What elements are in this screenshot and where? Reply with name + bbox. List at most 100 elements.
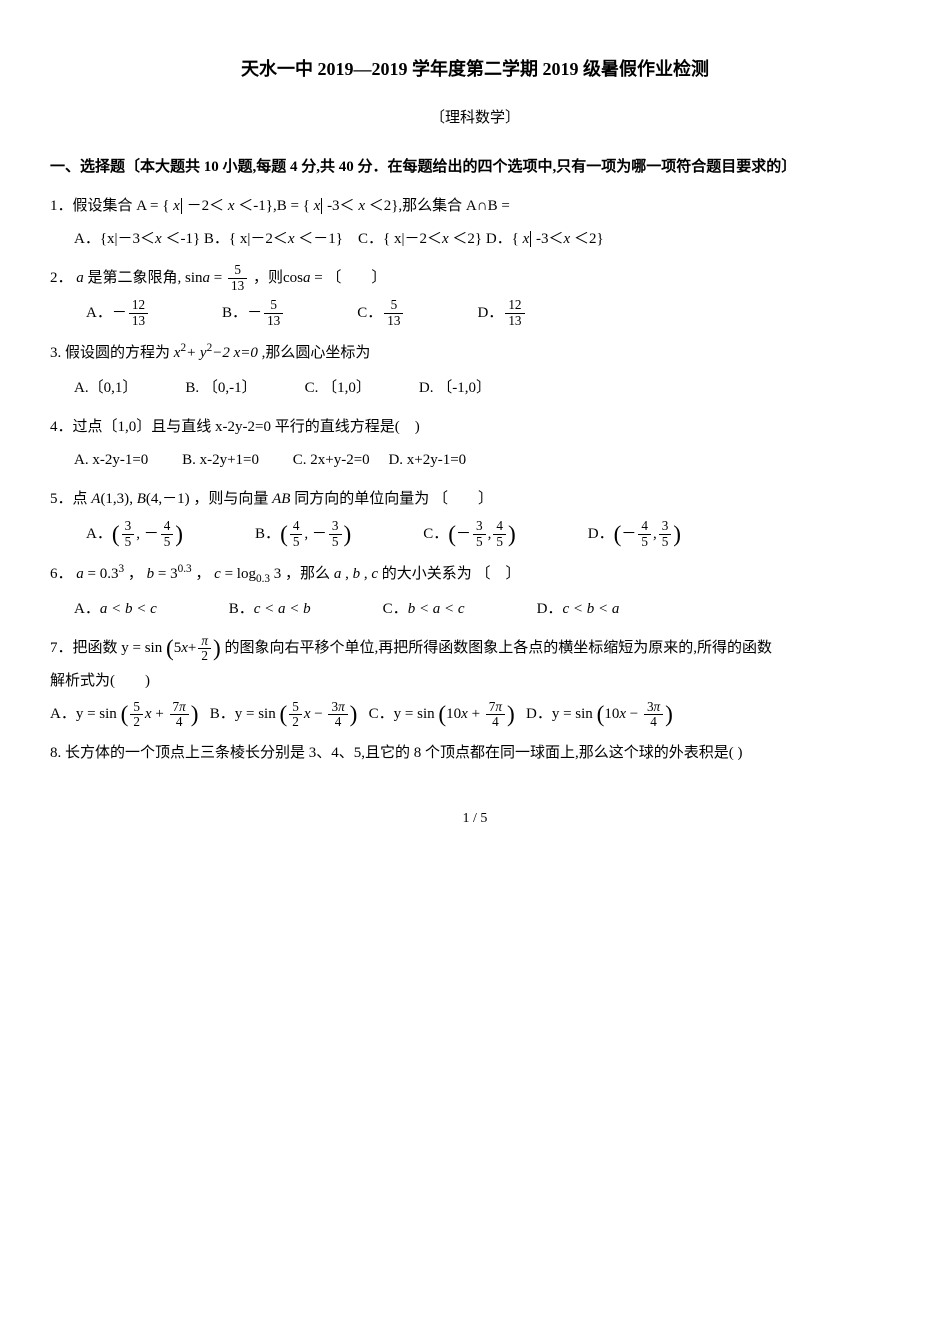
opt-a: A．{x|－3＜ (74, 231, 155, 247)
var-a: a (203, 270, 211, 286)
var-a: a (76, 270, 84, 286)
var-x: x (461, 706, 468, 722)
fraction: 513 (384, 298, 403, 328)
den: 4 (328, 715, 347, 730)
var-x: x (358, 198, 365, 214)
section-header: 一、选择题〔本大题共 10 小题,每题 4 分,共 40 分．在每题给出的四个选… (50, 151, 900, 184)
opt-b: B．y = sin (210, 706, 276, 722)
q6-tail: 的大小关系为 〔 〕 (382, 566, 521, 582)
opt-a: A．－1213 (86, 297, 150, 330)
var-b: b (147, 566, 155, 582)
fraction: 35 (329, 519, 342, 549)
var-a: a (76, 566, 84, 582)
rparen-icon: ) (508, 521, 516, 547)
num: 12 (129, 298, 148, 314)
den: 4 (644, 715, 663, 730)
lparen-icon: ( (121, 702, 129, 728)
q5-num: 5．点 (50, 491, 88, 507)
label: B． (255, 526, 280, 542)
setbar (181, 198, 182, 215)
rparen-icon: ) (350, 702, 358, 728)
q1-text: -3＜ (327, 198, 355, 214)
q2-num: 2． (50, 270, 73, 286)
den: 5 (122, 535, 135, 550)
label: C． (423, 526, 448, 542)
sin: sin (185, 270, 203, 286)
rparen-icon: ) (507, 702, 515, 728)
lparen-icon: ( (279, 702, 287, 728)
paren: 〔 〕 (433, 491, 493, 507)
num: 3π (644, 700, 663, 716)
opt-d: ＜2} (574, 231, 604, 247)
lparen-icon: ( (448, 521, 456, 547)
fraction: 1213 (129, 298, 148, 328)
fraction: 45 (290, 519, 303, 549)
label: C． (383, 601, 408, 617)
comma: , (129, 491, 137, 507)
question-7: 7．把函数 y = sin (5x+π2) 的图象向右平移个单位,再把所得函数图… (50, 632, 900, 665)
rel: c < b < a (562, 601, 619, 617)
den: 5 (473, 535, 486, 550)
opt-b: B．(45, －35) (255, 518, 351, 551)
label: B． (229, 601, 254, 617)
label: D． (588, 526, 614, 542)
den: 5 (659, 535, 672, 550)
den: 5 (329, 535, 342, 550)
plus: + y (186, 345, 207, 361)
eq: = 0.3 (84, 566, 119, 582)
opt-c: C. 2x+y-2=0 (293, 452, 370, 468)
rel: c < a < b (254, 601, 311, 617)
fraction: 45 (493, 519, 506, 549)
opt-d: D. x+2y-1=0 (388, 452, 466, 468)
var-x: x (145, 706, 152, 722)
den: 5 (290, 535, 303, 550)
num: 4 (161, 519, 174, 535)
num: 3 (329, 519, 342, 535)
fraction: 1213 (505, 298, 524, 328)
then: ，则cos (253, 270, 303, 286)
fraction: 513 (228, 263, 247, 293)
rel: b < a < c (408, 601, 465, 617)
fraction: 35 (659, 519, 672, 549)
q5-options: A．(35, －45) B．(45, －35) C．(－35,45) D．(－4… (86, 518, 900, 551)
opt-b: B. 〔0,-1〕 (185, 372, 256, 405)
q2-options: A．－1213 B．－513 C．513 D．1213 (86, 297, 900, 330)
den: 2 (130, 715, 143, 730)
label: A． (74, 601, 100, 617)
rparen-icon: ) (175, 521, 183, 547)
pi: π (179, 699, 186, 714)
rparen-icon: ) (665, 702, 673, 728)
exp: 3 (118, 563, 124, 575)
q7-options: A．y = sin (52x + 7π4) B．y = sin (52x − 3… (50, 698, 900, 731)
den: 4 (170, 715, 189, 730)
num: 12 (505, 298, 524, 314)
rparen-icon: ) (191, 702, 199, 728)
fraction: 35 (473, 519, 486, 549)
fraction: 45 (161, 519, 174, 549)
opt-a: A.〔0,1〕 (74, 372, 137, 405)
label: D． (537, 601, 563, 617)
den: 5 (638, 535, 651, 550)
question-2: 2． a 是第二象限角, sina = 513 ，则cosa = 〔 〕 (50, 262, 900, 295)
q5-text: ，则与向量 (193, 491, 272, 507)
opt-a: A. x-2y-1=0 (74, 452, 148, 468)
lparen-icon: ( (112, 521, 120, 547)
pi: π (495, 699, 502, 714)
opt-d: D．(－45,35) (588, 518, 681, 551)
q4-options: A. x-2y-1=0 B. x-2y+1=0 C. 2x+y-2=0 D. x… (74, 444, 900, 477)
q5-text: 同方向的单位向量为 (294, 491, 429, 507)
arg: 3 (270, 566, 281, 582)
pt: (1,3) (100, 491, 129, 507)
var-a: a (334, 566, 342, 582)
fraction: 52 (289, 700, 302, 730)
var-x: x (304, 706, 311, 722)
num: 5 (264, 298, 283, 314)
q6-num: 6． (50, 566, 73, 582)
fraction: 3π4 (328, 700, 347, 730)
question-3: 3. 假设圆的方程为 x2+ y2−2 x=0 ,那么圆心坐标为 (50, 336, 900, 370)
fraction: 35 (122, 519, 135, 549)
den: 13 (264, 314, 283, 329)
opt-c: C．b < a < c (383, 593, 465, 626)
coef: 10 (446, 706, 461, 722)
var-x: x (314, 198, 321, 214)
